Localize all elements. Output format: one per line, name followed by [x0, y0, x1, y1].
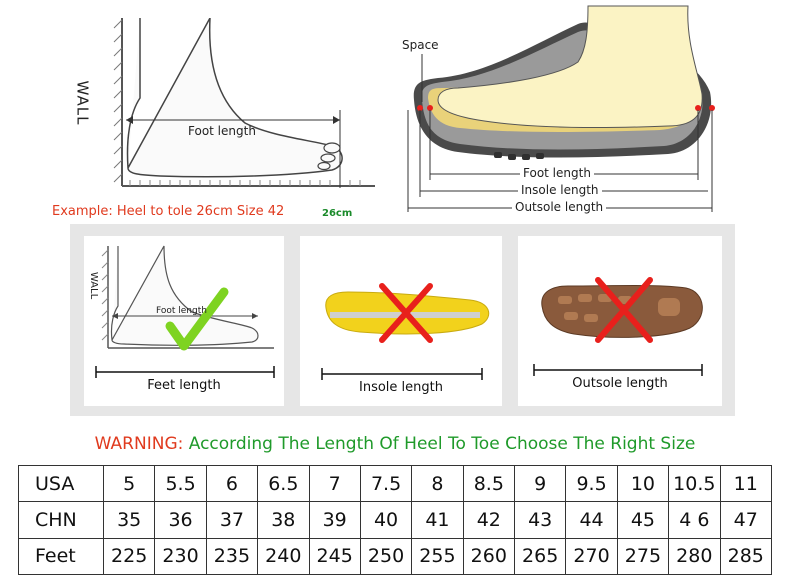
foot-wall-illustration: [113, 17, 375, 188]
size-cell: 10.5: [668, 464, 721, 503]
row-label: Feet: [18, 537, 104, 576]
row-label: USA: [18, 464, 104, 503]
size-cell: 255: [411, 537, 464, 576]
size-cell: 6: [205, 464, 259, 503]
size-cell: 9.5: [565, 464, 618, 503]
size-cell: 4 6: [668, 501, 721, 539]
size-cell: 35: [102, 501, 156, 539]
insole-length-bracket: [321, 368, 483, 380]
foot-length-measure-label: Foot length: [520, 166, 594, 180]
space-label: Space: [402, 38, 439, 52]
cm-label: 26cm: [322, 208, 353, 219]
panel-wall-label: WALL: [88, 271, 100, 300]
warning-prefix: WARNING:: [94, 434, 184, 454]
size-cell: 5.5: [154, 464, 207, 503]
panel-feet-length: WALL Foot length Feet length: [84, 236, 284, 406]
outsole-length-measure-label: Outsole length: [512, 200, 607, 214]
foot-wall-diagram: WALL Foot length: [70, 17, 380, 218]
outsole-length-bracket: [533, 364, 703, 376]
size-cell: 270: [565, 537, 618, 576]
size-cell: 37: [205, 501, 259, 539]
cross-mark-icon: [595, 277, 653, 343]
row-label: CHN: [18, 501, 104, 539]
size-cell: 8: [411, 464, 464, 503]
size-cell: 275: [616, 537, 670, 576]
size-cell: 235: [205, 537, 259, 576]
size-cell: 42: [462, 501, 516, 539]
size-cell: 39: [308, 501, 361, 539]
size-table: USA 5 5.5 6 6.5 7 7.5 8 8.5 9 9.5 10 10.5 11 CHN 35 36 37…: [18, 464, 772, 576]
size-cell: 285: [719, 537, 772, 576]
size-cell: 9: [513, 464, 567, 503]
shoe-cross-section: Space Foot length Insole length Outsole …: [398, 2, 728, 217]
comparison-band: WALL Foot length Feet length Insole leng…: [70, 224, 735, 416]
feet-length-bracket: [95, 366, 275, 378]
size-cell: 6.5: [257, 464, 310, 503]
size-cell: 265: [513, 537, 567, 576]
warning-line: WARNING: According The Length Of Heel To…: [0, 434, 790, 454]
cross-mark-icon: [379, 283, 433, 343]
insole-length-caption: Insole length: [359, 380, 443, 395]
outsole-length-caption: Outsole length: [572, 376, 668, 391]
size-cell: 240: [257, 537, 310, 576]
size-cell: 280: [668, 537, 721, 576]
size-cell: 7: [308, 464, 361, 503]
size-cell: 47: [719, 501, 772, 539]
example-text: Example: Heel to tole 26cm Size 42: [52, 204, 285, 219]
warning-text: According The Length Of Heel To Toe Choo…: [188, 434, 696, 454]
foot-length-label: Foot length: [188, 124, 256, 138]
size-cell: 41: [411, 501, 464, 539]
panel-insole-length: Insole length: [300, 236, 502, 406]
size-cell: 230: [154, 537, 207, 576]
check-mark-icon: [165, 287, 229, 351]
size-cell: 7.5: [359, 464, 413, 503]
panel-outsole-length: Outsole length: [518, 236, 722, 406]
size-cell: 10: [616, 464, 670, 503]
size-cell: 5: [102, 464, 156, 503]
panel-foot-length-label: Foot length: [156, 306, 207, 316]
table-row: USA 5 5.5 6 6.5 7 7.5 8 8.5 9 9.5 10 10.5 11: [18, 464, 772, 503]
table-row: Feet 225 230 235 240 245 250 255 260 265 270 275 280…: [18, 537, 772, 576]
size-cell: 225: [102, 537, 156, 576]
size-cell: 45: [616, 501, 670, 539]
size-cell: 38: [257, 501, 310, 539]
size-cell: 36: [154, 501, 207, 539]
outsole-illustration: [541, 277, 703, 343]
feet-length-illustration: [101, 243, 274, 351]
insole-length-measure-label: Insole length: [518, 183, 602, 197]
wall-label: WALL: [73, 80, 92, 126]
size-cell: 245: [308, 537, 361, 576]
size-cell: 44: [565, 501, 618, 539]
table-row: CHN 35 36 37 38 39 40 41 42 43 44 45 4 6 47: [18, 501, 772, 539]
size-cell: 11: [719, 464, 772, 503]
size-cell: 260: [462, 537, 516, 576]
size-cell: 43: [513, 501, 567, 539]
feet-length-caption: Feet length: [147, 378, 221, 393]
shoe-illustration: [407, 5, 715, 212]
size-cell: 8.5: [462, 464, 516, 503]
insole-illustration: [325, 283, 490, 343]
size-cell: 250: [359, 537, 413, 576]
size-cell: 40: [359, 501, 413, 539]
